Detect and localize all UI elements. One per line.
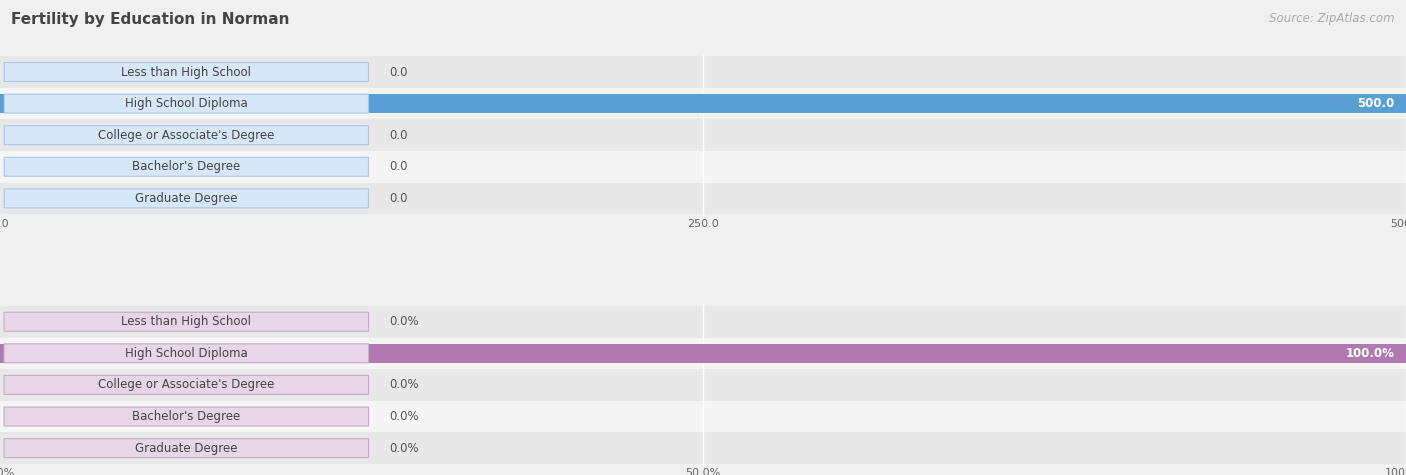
FancyBboxPatch shape <box>4 407 368 426</box>
Bar <box>0 94 1406 114</box>
Text: Bachelor's Degree: Bachelor's Degree <box>132 160 240 173</box>
FancyBboxPatch shape <box>4 438 368 457</box>
Text: Fertility by Education in Norman: Fertility by Education in Norman <box>11 12 290 27</box>
Bar <box>0 56 1406 88</box>
FancyBboxPatch shape <box>4 94 368 113</box>
FancyBboxPatch shape <box>4 126 368 145</box>
Text: Graduate Degree: Graduate Degree <box>135 442 238 455</box>
Text: High School Diploma: High School Diploma <box>125 347 247 360</box>
Bar <box>0 182 1406 214</box>
Bar <box>0 343 1406 363</box>
FancyBboxPatch shape <box>4 63 368 82</box>
FancyBboxPatch shape <box>4 189 368 208</box>
Text: High School Diploma: High School Diploma <box>125 97 247 110</box>
FancyBboxPatch shape <box>4 375 368 394</box>
Bar <box>0 432 1406 464</box>
Bar <box>0 369 1406 401</box>
Bar <box>0 119 1406 151</box>
Bar <box>0 306 1406 338</box>
Bar <box>0 401 1406 432</box>
Text: 0.0%: 0.0% <box>389 315 419 328</box>
Bar <box>0 88 1406 119</box>
Text: College or Associate's Degree: College or Associate's Degree <box>98 129 274 142</box>
FancyBboxPatch shape <box>4 344 368 363</box>
FancyBboxPatch shape <box>4 157 368 176</box>
Text: 0.0: 0.0 <box>389 66 408 78</box>
Text: 0.0: 0.0 <box>389 129 408 142</box>
Text: 0.0: 0.0 <box>389 160 408 173</box>
Text: 0.0%: 0.0% <box>389 379 419 391</box>
Text: 0.0%: 0.0% <box>389 410 419 423</box>
Bar <box>0 338 1406 369</box>
Text: Less than High School: Less than High School <box>121 66 252 78</box>
Bar <box>0 151 1406 182</box>
Text: 100.0%: 100.0% <box>1346 347 1395 360</box>
Text: Less than High School: Less than High School <box>121 315 252 328</box>
Text: Graduate Degree: Graduate Degree <box>135 192 238 205</box>
Text: 0.0%: 0.0% <box>389 442 419 455</box>
FancyBboxPatch shape <box>4 312 368 331</box>
Text: College or Associate's Degree: College or Associate's Degree <box>98 379 274 391</box>
Text: Source: ZipAtlas.com: Source: ZipAtlas.com <box>1270 12 1395 25</box>
Text: 0.0: 0.0 <box>389 192 408 205</box>
Text: 500.0: 500.0 <box>1358 97 1395 110</box>
Text: Bachelor's Degree: Bachelor's Degree <box>132 410 240 423</box>
